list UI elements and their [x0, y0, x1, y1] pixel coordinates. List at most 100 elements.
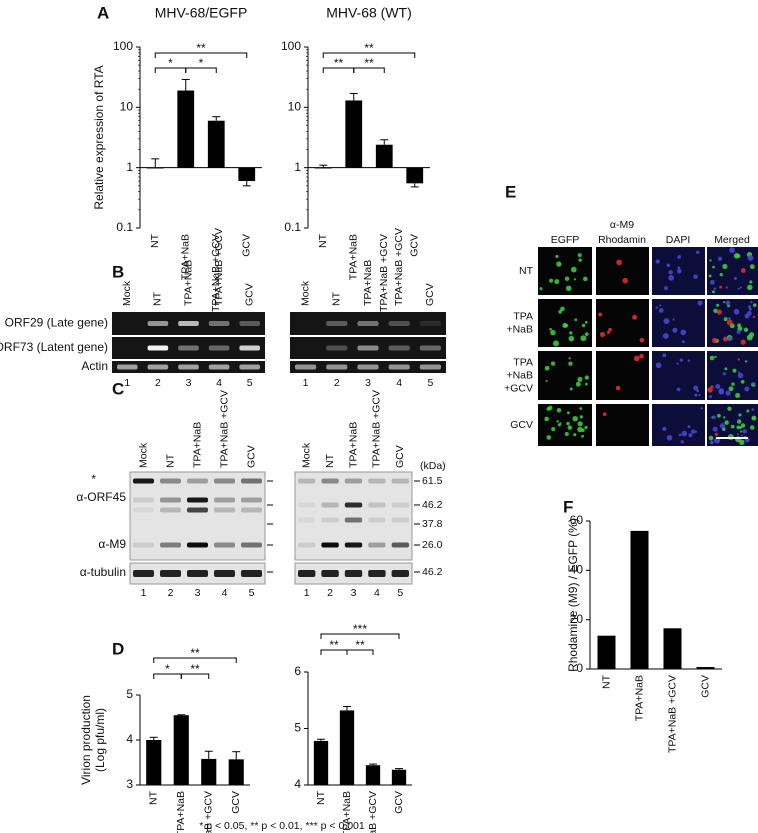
cell-dot	[546, 406, 551, 411]
row-label: ORF29 (Late gene)	[5, 316, 108, 330]
cell-dot	[752, 382, 756, 386]
lane-label: Mock	[121, 280, 133, 306]
y-tick-label: 100	[281, 39, 301, 53]
cell-dot	[700, 407, 703, 410]
y-tick-label: 6	[294, 664, 301, 678]
significance-label: **	[364, 41, 374, 55]
row-label: +GCV	[504, 382, 533, 394]
cell-dot	[740, 434, 743, 437]
blot-band	[391, 570, 409, 577]
gel-band	[178, 364, 199, 370]
blot-band	[368, 542, 386, 548]
y-tick-label: 0	[576, 661, 583, 675]
cell-dot	[737, 358, 740, 361]
cell-dot	[717, 256, 723, 261]
cell-dot	[572, 415, 578, 422]
gel-band	[208, 321, 230, 326]
cell-dot	[724, 420, 729, 425]
significance-label: **	[364, 56, 374, 70]
x-tick-label: NT	[148, 790, 160, 805]
lane-label: TPA+NaB	[182, 260, 194, 306]
blot-band	[160, 497, 181, 503]
cell-dot	[655, 259, 660, 264]
blot-band	[241, 570, 262, 577]
cell-dot	[672, 327, 678, 333]
lane-number: 4	[396, 377, 402, 389]
lane-label: TPA+NaB +GCV	[213, 228, 225, 306]
cell-dot	[639, 353, 644, 359]
cell-dot	[744, 360, 748, 363]
cell-dot	[736, 425, 741, 430]
lane-label: TPA+NaB +GCV	[371, 390, 383, 468]
cell-dot	[574, 318, 578, 322]
blot-band	[298, 502, 316, 508]
column-label: Rhodamin	[598, 234, 646, 246]
blot-band	[241, 542, 262, 548]
cell-dot	[655, 362, 662, 369]
cell-dot	[581, 434, 584, 438]
cell-dot	[602, 412, 607, 417]
gel-band	[239, 345, 260, 351]
significance-label: **	[355, 638, 365, 652]
y-tick-label: 20	[570, 612, 584, 626]
cell-dot	[581, 323, 586, 328]
significance-label: *	[199, 56, 204, 70]
blot-band	[133, 478, 154, 484]
lane-label: TPA+NaB	[347, 422, 359, 468]
lane-number: 3	[365, 377, 371, 389]
bar	[597, 635, 616, 669]
blot-band	[160, 507, 181, 513]
cell-dot	[740, 379, 745, 384]
cell-dot	[723, 301, 726, 304]
bar	[201, 758, 217, 785]
y-tick-label: 10	[288, 100, 302, 114]
x-tick-label: NT	[317, 233, 329, 248]
cell-dot	[569, 331, 573, 335]
lane-label: GCV	[394, 445, 406, 468]
bar	[228, 759, 244, 785]
y-tick-label: 5	[126, 687, 133, 701]
bar	[177, 90, 195, 168]
error-bar	[317, 738, 325, 741]
gel-band	[388, 345, 410, 351]
blot-band	[214, 478, 235, 484]
cell-dot	[549, 327, 552, 331]
row-label: +NaB	[506, 369, 533, 381]
bar	[146, 167, 164, 169]
cell-dot	[569, 387, 573, 391]
cell-dot	[735, 392, 741, 399]
lane-number: 4	[222, 587, 228, 599]
cell-dot	[723, 416, 726, 419]
blot-band	[214, 497, 235, 503]
significance-label: **	[334, 56, 344, 70]
cell-dot	[714, 432, 718, 436]
bar	[207, 120, 225, 168]
cell-dot	[573, 433, 577, 437]
cell-dot	[668, 270, 673, 275]
cell-dot	[579, 407, 583, 410]
cell-dot	[714, 355, 717, 359]
y-tick-label: 10	[120, 100, 134, 114]
micrograph	[596, 351, 649, 400]
y-tick-label: 5	[294, 721, 301, 735]
lane-label: TPA+NaB +GCV	[393, 228, 405, 306]
cell-dot	[726, 319, 733, 326]
cell-dot	[693, 385, 699, 391]
cell-dot	[751, 415, 757, 421]
bar	[696, 667, 715, 669]
blot-band	[187, 507, 208, 513]
blot-band	[187, 497, 208, 503]
significance-label: **	[329, 638, 339, 652]
cell-dot	[733, 277, 737, 281]
cell-dot	[573, 278, 577, 281]
significance-bracket	[154, 52, 248, 58]
cell-dot	[740, 423, 746, 428]
lane-number: 5	[397, 587, 403, 599]
cell-dot	[578, 258, 582, 262]
blot-band	[344, 517, 363, 523]
cell-dot	[740, 339, 746, 345]
cell-dot	[736, 419, 742, 424]
cell-dot	[633, 355, 640, 362]
cell-dot	[722, 372, 726, 376]
